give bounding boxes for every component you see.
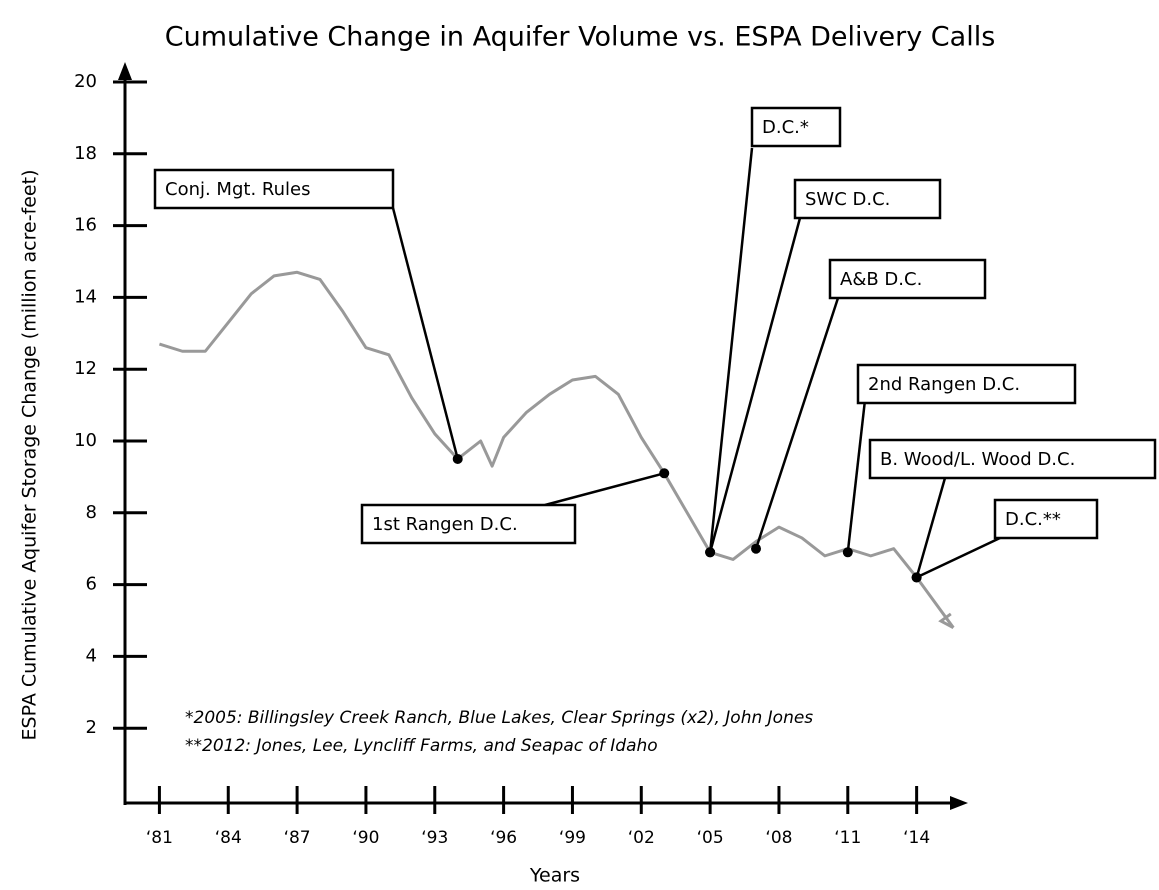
x-tick-label: ‘81 <box>146 828 173 848</box>
x-tick-label: ‘84 <box>215 828 242 848</box>
annotation-label: B. Wood/L. Wood D.C. <box>880 449 1075 470</box>
leader-line <box>846 399 867 553</box>
x-tick-label: ‘14 <box>903 828 930 848</box>
leader-line <box>754 297 840 550</box>
annotation-label: 2nd Rangen D.C. <box>868 374 1020 395</box>
y-tick-label: 18 <box>74 143 97 164</box>
x-tick-label: ‘08 <box>765 828 792 848</box>
leader-line <box>915 477 947 578</box>
x-tick-label: ‘11 <box>834 828 861 848</box>
annotation-box <box>793 178 942 220</box>
y-tick-label: 6 <box>86 574 97 595</box>
y-tick-label: 16 <box>74 215 97 236</box>
x-tick-label: ‘96 <box>490 828 517 848</box>
annotation-label: 1st Rangen D.C. <box>372 514 518 535</box>
annotation-label: D.C.** <box>1005 509 1061 530</box>
y-tick-label: 20 <box>74 71 97 92</box>
line <box>158 270 955 629</box>
leader-line <box>391 207 459 460</box>
leader-line <box>708 217 802 553</box>
y-tick-label: 12 <box>74 358 97 379</box>
footnote: **2012: Jones, Lee, Lyncliff Farms, and … <box>185 736 658 756</box>
footnote: *2005: Billingsley Creek Ranch, Blue Lak… <box>185 708 813 728</box>
annotation-label: A&B D.C. <box>840 269 922 290</box>
leader-line <box>916 536 1001 579</box>
annotation-point <box>705 547 716 558</box>
annotation-point <box>842 547 853 558</box>
x-tick-label: ‘90 <box>352 828 379 848</box>
annotation-box <box>993 498 1099 540</box>
leader-line <box>544 472 665 507</box>
annotation-box <box>750 106 842 148</box>
annotation-point <box>659 468 670 479</box>
annotation-box <box>153 168 395 210</box>
chart-title: Cumulative Change in Aquifer Volume vs. … <box>165 22 996 53</box>
annotation-point <box>452 453 463 464</box>
x-tick-label: ‘87 <box>284 828 311 848</box>
y-tick-label: 8 <box>86 502 97 523</box>
x-tick-label: ‘05 <box>697 828 724 848</box>
x-tick-label: ‘93 <box>421 828 448 848</box>
x-tick-label: ‘02 <box>628 828 655 848</box>
x-axis-label: Years <box>529 865 580 887</box>
annotation-box <box>360 503 577 545</box>
annotation-box <box>828 258 987 300</box>
annotation-box <box>856 363 1077 405</box>
line-arrow <box>938 612 955 630</box>
axis-arrow <box>950 796 968 810</box>
annotation-point <box>911 572 922 583</box>
x-tick-label: ‘99 <box>559 828 586 848</box>
axis-arrow <box>118 62 132 80</box>
leader-line <box>708 147 754 553</box>
y-tick-label: 2 <box>86 717 97 738</box>
y-tick-label: 4 <box>86 645 97 666</box>
annotation-label: SWC D.C. <box>805 189 890 210</box>
y-axis-label: ESPA Cumulative Aquifer Storage Change (… <box>19 170 41 741</box>
y-tick-label: 10 <box>74 430 97 451</box>
annotation-label: D.C.* <box>762 117 809 138</box>
annotation-point <box>751 543 762 554</box>
y-tick-label: 14 <box>74 286 97 307</box>
annotation-box <box>868 438 1157 480</box>
annotation-label: Conj. Mgt. Rules <box>165 179 310 200</box>
